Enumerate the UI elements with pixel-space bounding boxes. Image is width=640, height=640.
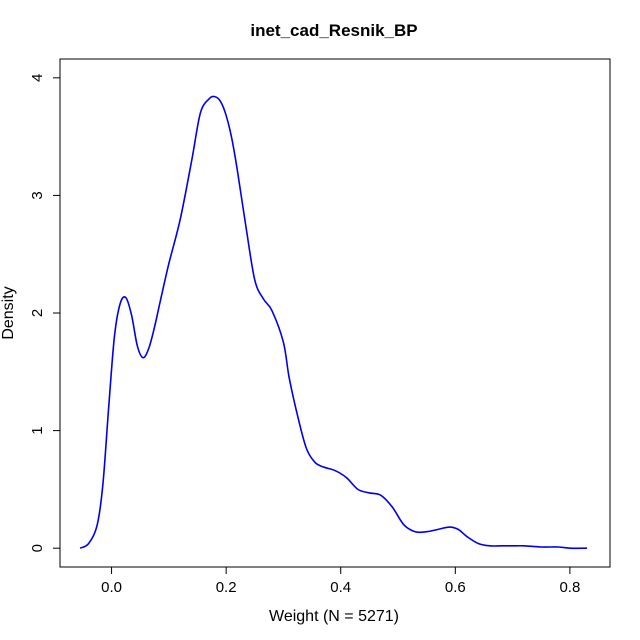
y-tick-label: 1 — [29, 426, 46, 434]
x-tick-label: 0.8 — [559, 579, 580, 596]
x-axis: 0.0 0.2 0.4 0.6 0.8 — [101, 566, 580, 596]
x-axis-label: Weight (N = 5271) — [269, 608, 399, 625]
y-tick-label: 4 — [29, 74, 46, 82]
y-axis: 0 1 2 3 4 — [29, 74, 61, 552]
density-line — [79, 95, 588, 550]
chart-title: inet_cad_Resnik_BP — [250, 21, 417, 40]
series-layer — [79, 95, 588, 550]
y-tick-label: 3 — [29, 191, 46, 199]
y-axis-label: Density — [0, 286, 17, 339]
x-tick-label: 0.4 — [330, 579, 351, 596]
x-tick-label: 0.6 — [445, 579, 466, 596]
x-tick-label: 0.0 — [101, 579, 122, 596]
plot-frame — [59, 58, 611, 568]
x-tick-label: 0.2 — [216, 579, 237, 596]
y-tick-label: 2 — [29, 309, 46, 317]
y-tick-label: 0 — [29, 544, 46, 552]
